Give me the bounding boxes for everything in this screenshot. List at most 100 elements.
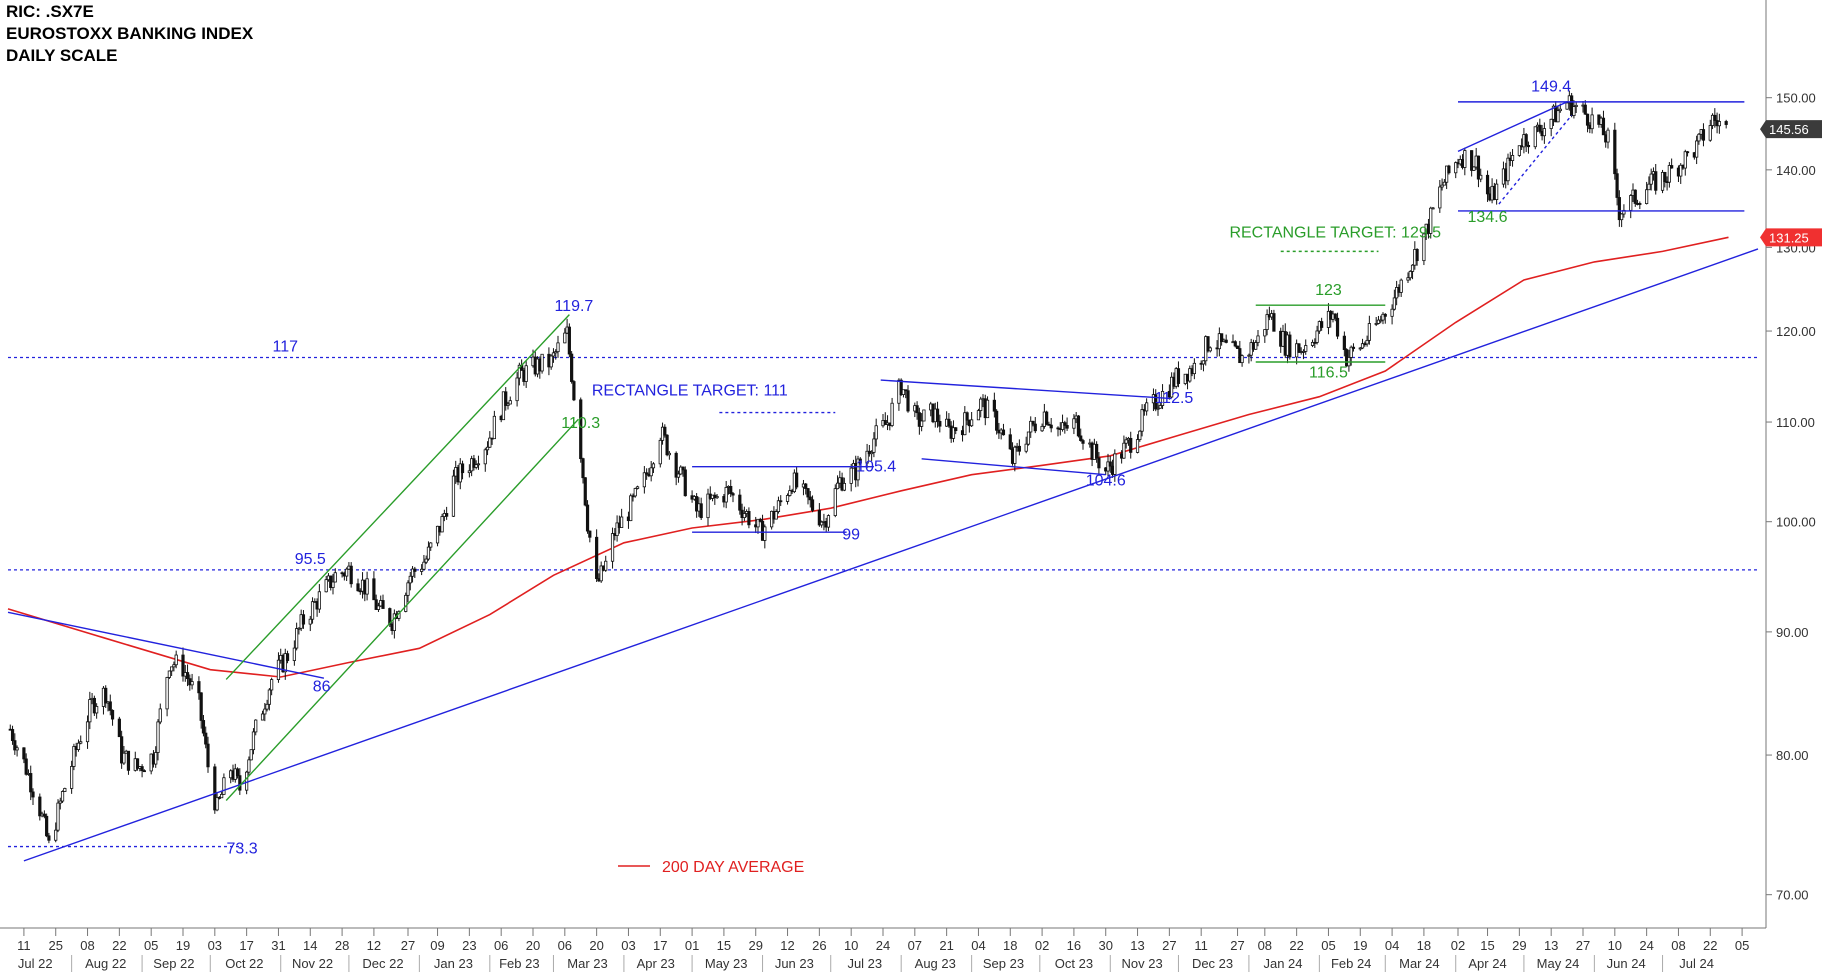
candle-body (1440, 184, 1444, 188)
candle-body (429, 542, 433, 548)
x-month-label: Jan 24 (1263, 956, 1302, 971)
candle-body (985, 399, 990, 419)
annotation-label: 119.7 (554, 298, 593, 315)
candle-body (508, 400, 512, 405)
candle-body (970, 419, 974, 427)
candle-body (488, 437, 492, 448)
candle-body (1233, 341, 1237, 347)
trendline (225, 418, 579, 801)
candle-body (1040, 425, 1044, 432)
x-tick-label: 15 (1480, 938, 1494, 953)
y-tick-label: 150.00 (1776, 91, 1816, 106)
candle-body (1574, 104, 1578, 107)
candle-body (1526, 145, 1531, 148)
candle-body (308, 618, 312, 625)
candle-body (1685, 151, 1690, 154)
candle-body (1590, 114, 1594, 130)
candle-body (1024, 443, 1028, 452)
candle-body (1472, 166, 1476, 171)
candle-body (1717, 121, 1721, 127)
candle-body (1008, 434, 1012, 450)
candle-body (963, 412, 967, 436)
candle-body (779, 500, 783, 503)
x-tick-label: 02 (1035, 938, 1049, 953)
candle-body (238, 775, 242, 791)
candle-body (1065, 425, 1069, 429)
candle-body (806, 488, 810, 498)
candle-body (263, 708, 267, 715)
candle-body (1333, 313, 1337, 319)
candle-body (1538, 124, 1542, 132)
x-tick-label: 12 (780, 938, 794, 953)
x-tick-label: 17 (239, 938, 253, 953)
x-tick-label: 23 (462, 938, 476, 953)
candle-body (633, 488, 637, 497)
candle-body (588, 530, 592, 538)
candle-body (1445, 165, 1449, 183)
x-tick-label: 22 (1289, 938, 1303, 953)
candle-body (731, 493, 735, 496)
candle-body (1383, 313, 1387, 317)
candle-body (842, 482, 846, 491)
x-tick-label: 28 (335, 938, 349, 953)
candle-body (1158, 405, 1162, 409)
candle-body (1095, 443, 1099, 459)
y-tick-label: 70.00 (1776, 888, 1809, 903)
candle-body (763, 526, 767, 541)
candle-body (833, 488, 837, 516)
candle-body (126, 750, 131, 771)
x-month-label: Feb 24 (1331, 956, 1371, 971)
candle-body (1374, 323, 1378, 325)
candle-body (435, 525, 440, 544)
candle-body (804, 483, 808, 489)
candle-body (1349, 346, 1353, 358)
candle-body (808, 496, 812, 501)
candle-body (333, 572, 337, 583)
candle-body (883, 420, 887, 425)
candle-body (190, 681, 194, 686)
candle-body (60, 791, 65, 802)
candle-body (642, 472, 646, 488)
annotation-label: RECTANGLE TARGET: 129.5 (1229, 225, 1441, 242)
candle-body (220, 793, 224, 799)
candle-body (56, 802, 60, 831)
annotation-label: 104.6 (1086, 473, 1126, 490)
candle-body (1135, 439, 1140, 453)
candle-body (372, 578, 376, 601)
x-tick-label: 25 (48, 938, 62, 953)
candle-body (1572, 106, 1576, 116)
candle-body (310, 601, 315, 620)
x-tick-label: 18 (1417, 938, 1431, 953)
x-month-label: Jan 23 (434, 956, 473, 971)
candle-body (1145, 402, 1149, 412)
candle-body (906, 390, 910, 412)
candle-body (58, 800, 62, 804)
candle-body (1315, 330, 1319, 343)
trendline (1498, 114, 1573, 205)
candle-body (1442, 181, 1446, 186)
candle-body (197, 681, 201, 694)
candle-body (1097, 457, 1101, 469)
candle-body (899, 379, 903, 395)
candle-body (1001, 429, 1006, 436)
candle-body (1399, 279, 1403, 293)
x-month-label: Jul 23 (847, 956, 882, 971)
trendline (7, 611, 325, 679)
candle-body (1254, 342, 1258, 350)
candle-body (1708, 125, 1712, 141)
candle-body (1188, 368, 1192, 382)
candle-body (38, 796, 42, 817)
candle-body (947, 418, 951, 427)
candle-body (235, 768, 240, 777)
candle-body (406, 582, 410, 596)
candle-body (515, 377, 519, 402)
candle-body (1633, 189, 1637, 204)
candle-body (1247, 354, 1251, 357)
candle-body (795, 472, 799, 488)
candle-body (10, 729, 15, 742)
candle-body (1072, 418, 1076, 429)
candle-body (1431, 207, 1435, 210)
last-price-label: 145.56 (1769, 122, 1809, 137)
x-month-label: Sep 23 (983, 956, 1024, 971)
candle-body (1565, 102, 1569, 110)
